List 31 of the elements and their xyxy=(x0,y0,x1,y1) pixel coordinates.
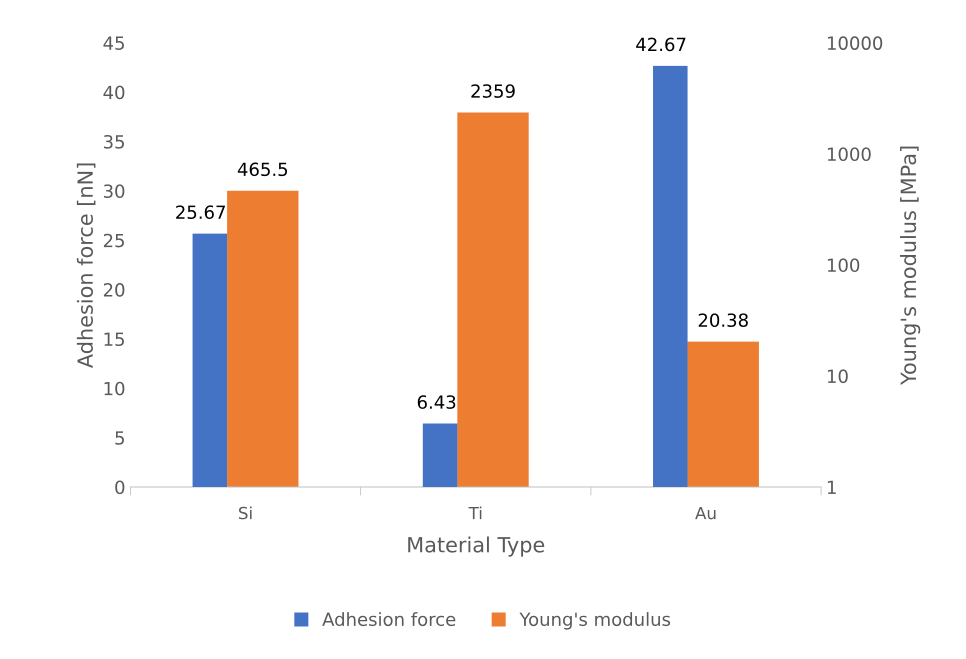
y-tick-label: 25 xyxy=(104,234,124,248)
x-tick-label: Ti xyxy=(468,506,482,520)
y-tick-label: 0 xyxy=(115,480,124,494)
y-tick-label: 5 xyxy=(115,431,124,445)
bar xyxy=(422,424,458,487)
y-tick-label: 30 xyxy=(104,184,124,198)
legend-label: Adhesion force xyxy=(322,612,456,626)
data-label: 25.67 xyxy=(176,205,225,220)
y-tick-label: 40 xyxy=(103,86,124,100)
bar xyxy=(653,66,688,487)
y-tick-label: 20 xyxy=(104,283,124,297)
data-label: 465.5 xyxy=(238,162,288,176)
y2-axis-title: Young's modulus [MPa] xyxy=(900,146,920,386)
y2-tick-label: 1000 xyxy=(828,147,871,161)
data-label: 20.38 xyxy=(698,313,748,328)
y2-tick-label: 100 xyxy=(828,258,860,272)
x-tick-label: Si xyxy=(239,506,252,520)
legend-label: Young's modulus xyxy=(519,612,670,630)
y-axis-title: Adhesion force [nN] xyxy=(76,163,96,368)
data-label: 2359 xyxy=(471,84,515,98)
y-tick-label: 35 xyxy=(104,135,124,149)
data-label: 42.67 xyxy=(636,38,686,52)
y2-tick-label: 1 xyxy=(828,480,836,494)
data-label: 6.43 xyxy=(418,395,456,409)
x-tick-label: Au xyxy=(695,506,716,520)
y-tick-label: 15 xyxy=(104,332,124,346)
y-tick-label: 45 xyxy=(103,36,124,50)
y-tick-label: 10 xyxy=(104,382,124,396)
y2-tick-label: 10000 xyxy=(828,36,882,50)
y2-tick-label: 10 xyxy=(828,369,848,384)
x-axis-title: Material Type xyxy=(408,536,544,557)
